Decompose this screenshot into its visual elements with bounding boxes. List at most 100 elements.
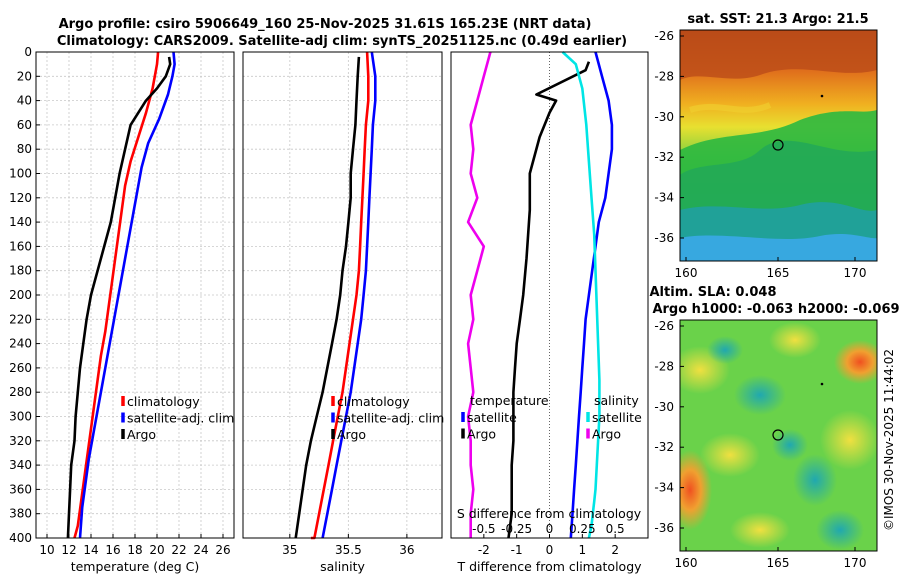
x-tick-label: 35.5: [335, 543, 362, 557]
sla-argo-marker: [772, 429, 784, 441]
legend-label: satellite-adj. clim: [127, 411, 234, 426]
y-tick-label: 400: [9, 531, 32, 545]
x-axis-label: T difference from climatology: [456, 559, 642, 574]
y-tick-label: 200: [9, 288, 32, 302]
difference-panel: -2 -1 0 1 2 T difference from climatology S di…: [450, 51, 649, 574]
sla-map-panel: Altim. SLA: 0.048 Argo h1000: -0.063 h20…: [650, 285, 900, 570]
x2-tick-label: 0.25: [569, 522, 596, 536]
axes-frame: [242, 51, 443, 539]
sst-map-title: sat. SST: 21.3 Argo: 21.5: [687, 12, 868, 27]
series-salinity-satellite: [561, 51, 601, 539]
x-tick-label: 22: [171, 543, 186, 557]
map-y-tick-label: -34: [654, 481, 674, 495]
map-y-tick-label: -30: [654, 110, 674, 124]
map-y-tick-label: -28: [654, 69, 674, 83]
x-tick-label: 14: [83, 543, 98, 557]
y-tick-label: 340: [9, 458, 32, 472]
x-axis-label: salinity: [320, 559, 365, 574]
x-axis-label-salinity: S difference from climatology: [457, 506, 642, 521]
salinity-panel: 35 35.5 36 salinity climatology satellite-adj…: [242, 51, 444, 574]
copyright-text: ©IMOS 30-Nov-2025 11:44:02: [882, 349, 896, 531]
x-tick-label: -2: [478, 543, 490, 557]
y-tick-label: 240: [9, 337, 32, 351]
x-tick-label: 18: [127, 543, 142, 557]
series-satellite-adj-clim: [78, 51, 176, 539]
legend-label: Argo: [127, 427, 156, 442]
map-x-tick-label: 165: [767, 266, 790, 280]
x-tick-label: 10: [39, 543, 54, 557]
x2-tick-label: 0: [546, 522, 554, 536]
y-tick-label: 260: [9, 361, 32, 375]
y-tick-label: 100: [9, 167, 32, 181]
legend-label: Argo: [592, 427, 621, 442]
x2-tick-label: -0.25: [501, 522, 532, 536]
y-tick-label: 20: [17, 69, 32, 83]
map-y-tick-label: -26: [654, 319, 674, 333]
sla-map-title-line2: Argo h1000: -0.063 h2000: -0.069: [652, 302, 899, 317]
sla-map-field: [680, 320, 877, 551]
map-y-tick-label: -36: [654, 521, 674, 535]
y-tick-label: 60: [17, 118, 32, 132]
y-tick-label: 320: [9, 434, 32, 448]
map-x-tick-label: 170: [844, 266, 867, 280]
y-tick-label: 160: [9, 239, 32, 253]
x-axis-label: temperature (deg C): [71, 559, 200, 574]
legend-label: satellite: [592, 410, 642, 425]
legend-label: satellite: [467, 410, 517, 425]
y-tick-label: 120: [9, 191, 32, 205]
map-y-tick-label: -30: [654, 400, 674, 414]
series-temperature-argo: [507, 61, 591, 539]
map-y-tick-label: -26: [654, 29, 674, 43]
sla-map-title-line1: Altim. SLA: 0.048: [650, 285, 777, 300]
x-tick-label: 0: [546, 543, 554, 557]
legend-title-temperature: temperature: [470, 393, 549, 408]
x-tick-label: -1: [511, 543, 523, 557]
y-tick-label: 280: [9, 385, 32, 399]
x-tick-label: 1: [579, 543, 587, 557]
x-tick-label: 24: [193, 543, 208, 557]
series-argo: [294, 56, 361, 539]
map-x-tick-label: 160: [675, 266, 698, 280]
y-tick-label: 360: [9, 482, 32, 496]
figure-title-line2: Climatology: CARS2009. Satellite-adj cli…: [57, 34, 627, 49]
x-tick-label: 36: [399, 543, 414, 557]
x-tick-label: 20: [149, 543, 164, 557]
map-x-tick-label: 160: [675, 556, 698, 570]
x-tick-label: 2: [611, 543, 619, 557]
legend-label: satellite-adj. clim: [337, 411, 444, 426]
legend-title-salinity: salinity: [594, 393, 639, 408]
x-tick-label: 12: [61, 543, 76, 557]
y-tick-label: 40: [17, 94, 32, 108]
x-tick-label: 35: [282, 543, 297, 557]
y-tick-label: 180: [9, 264, 32, 278]
map-y-tick-label: -32: [654, 440, 674, 454]
map-y-tick-label: -34: [654, 191, 674, 205]
x-tick-label: 16: [105, 543, 120, 557]
y-tick-label: 140: [9, 215, 32, 229]
legend-label: Argo: [337, 427, 366, 442]
map-y-tick-label: -28: [654, 359, 674, 373]
y-tick-label: 220: [9, 312, 32, 326]
sst-argo-marker: [772, 139, 784, 151]
x-tick-label: 26: [215, 543, 230, 557]
legend-label: climatology: [337, 394, 410, 409]
y-tick-label: 380: [9, 507, 32, 521]
y-tick-label: 80: [17, 142, 32, 156]
x2-tick-label: 0.5: [606, 522, 625, 536]
map-y-tick-label: -36: [654, 231, 674, 245]
legend-label: climatology: [127, 394, 200, 409]
sst-map-field: [680, 30, 877, 261]
figure-title-line1: Argo profile: csiro 5906649_160 25-Nov-2…: [59, 17, 592, 32]
series-argo: [66, 56, 172, 539]
series-temperature-satellite: [569, 51, 614, 539]
series-climatology: [73, 51, 160, 539]
series-climatology: [310, 51, 370, 540]
map-y-tick-label: -32: [654, 150, 674, 164]
temperature-panel: 10 12 14 16 18 20 22 24 260204060801001201401601…: [9, 45, 235, 574]
x2-tick-label: -0.5: [472, 522, 495, 536]
map-x-tick-label: 165: [767, 556, 790, 570]
series-salinity-argo: [466, 51, 492, 538]
sst-map-panel: sat. SST: 21.3 Argo: 21.5 160 165 170 -26 -2…: [654, 12, 878, 280]
y-tick-label: 0: [24, 45, 32, 59]
